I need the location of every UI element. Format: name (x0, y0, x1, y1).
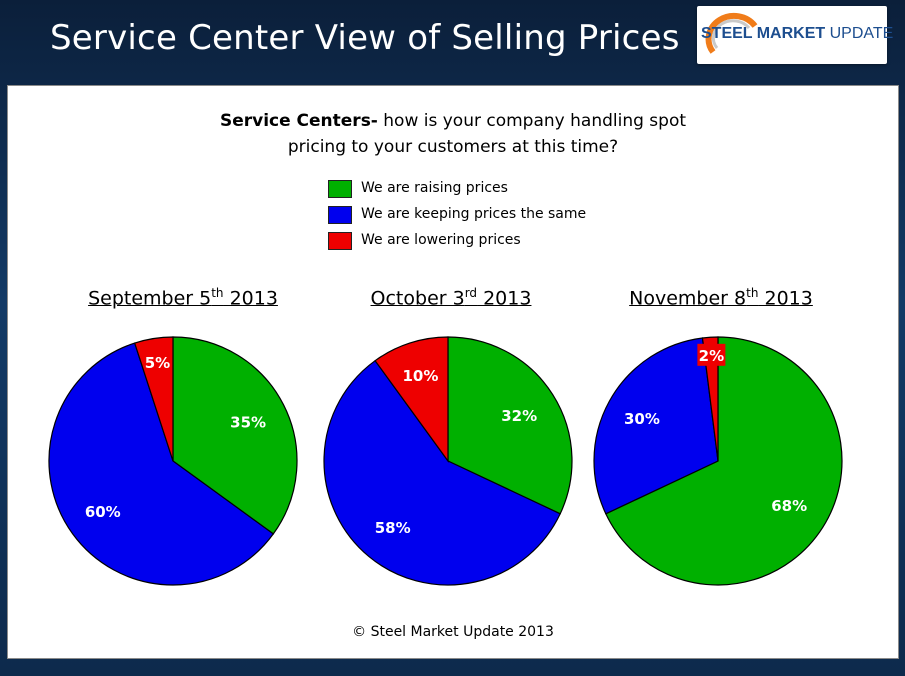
pie-slice-october-same (323, 359, 561, 586)
logo-swoosh-icon (705, 12, 758, 54)
pie-label-october-same: 58% (375, 519, 411, 537)
chart-title-september-sup: th (211, 286, 224, 300)
pie-label-november-lowering: 2% (699, 347, 724, 365)
chart-title-september-year: 2013 (223, 287, 278, 310)
chart-title-november: November 8th 2013 (591, 286, 851, 309)
legend-swatch-lowering (328, 232, 352, 250)
chart-title-november-year: 2013 (758, 287, 813, 310)
pie-slice-november-raising (605, 336, 843, 586)
survey-question: Service Centers- how is your company han… (8, 108, 898, 160)
pie-slice-october-raising (447, 336, 573, 515)
pie-slice-september-lowering (133, 336, 174, 462)
pie-slice-september-same (48, 342, 275, 586)
pie-chart-september: 35% 60% 5% (48, 336, 298, 586)
question-line2: pricing to your customers at this time? (287, 137, 619, 157)
content-panel: Service Centers- how is your company han… (7, 85, 899, 659)
chart-title-october-year: 2013 (477, 287, 532, 310)
pie-label-november-same: 30% (624, 410, 660, 428)
legend-swatch-same (328, 206, 352, 224)
question-line1: how is your company handling spot (377, 111, 687, 131)
question-bold: Service Centers- (219, 111, 378, 131)
pie-slice-november-same (593, 337, 719, 515)
pie-slice-november-lowering (701, 336, 719, 462)
pie-chart-november: 68% 30% 2% (593, 336, 843, 586)
steel-market-update-logo: STEEL MARKET UPDATE (697, 6, 893, 64)
pie-label-october-raising: 32% (501, 407, 537, 425)
chart-title-october: October 3rd 2013 (321, 286, 581, 309)
chart-title-october-sup: rd (464, 286, 478, 300)
pie-label-september-same: 60% (85, 503, 121, 521)
logo-bold-text: STEEL MARKET (701, 25, 826, 42)
pie-slice-october-lowering (374, 336, 449, 463)
pie-label-september-lowering: 5% (145, 354, 170, 372)
pie-label-september-raising: 35% (230, 414, 266, 432)
chart-title-november-sup: th (746, 286, 759, 300)
chart-title-september-main: September 5 (88, 287, 212, 310)
logo-light-text: UPDATE (829, 25, 894, 42)
slide-title: Service Center View of Selling Prices (50, 18, 680, 58)
chart-title-october-main: October 3 (370, 287, 465, 310)
legend-label-raising: We are raising prices (361, 180, 508, 196)
legend-label-lowering: We are lowering prices (361, 232, 521, 248)
pie-label-bg-november-lowering (697, 343, 726, 366)
chart-title-september: September 5th 2013 (53, 286, 313, 309)
copyright-footer: © Steel Market Update 2013 (352, 624, 554, 640)
pie-label-october-lowering: 10% (402, 367, 438, 385)
pie-chart-october: 32% 58% 10% (323, 336, 573, 586)
logo-text: STEEL MARKET UPDATE (701, 25, 893, 43)
pie-slice-september-raising (172, 336, 298, 535)
pie-label-november-raising: 68% (771, 497, 807, 515)
legend-swatch-raising (328, 180, 352, 198)
legend-label-same: We are keeping prices the same (361, 206, 587, 222)
chart-title-november-main: November 8 (629, 287, 747, 310)
